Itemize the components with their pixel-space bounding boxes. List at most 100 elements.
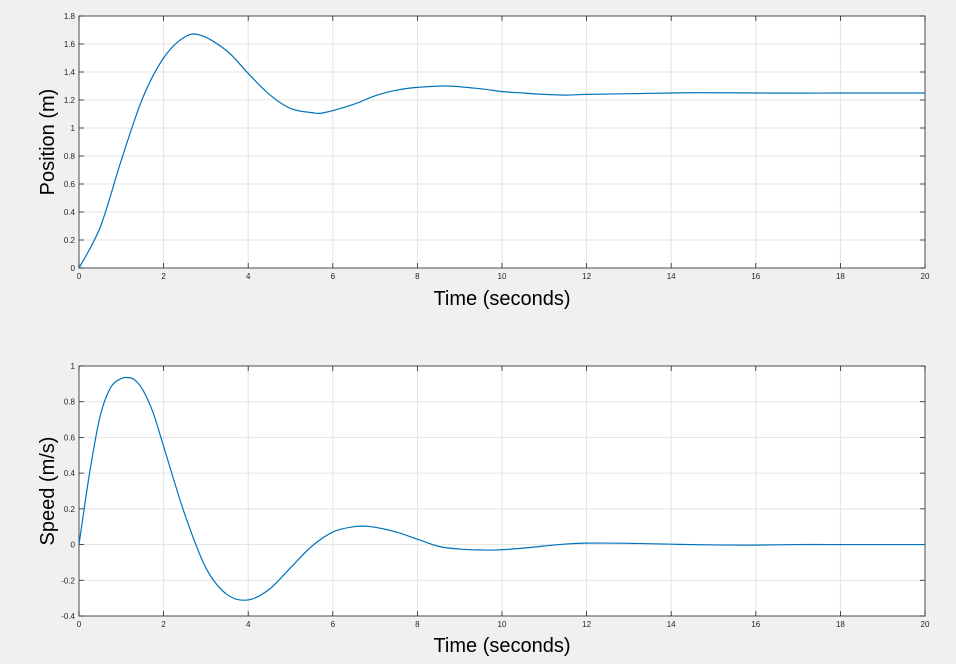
position-m-xaxis-label: Time (seconds) [433,288,570,310]
speed-m-s-data-point [290,567,291,568]
speed-m-s-data-point [840,544,841,545]
speed-m-s-data-point [671,544,672,545]
position-m-data-point [163,57,164,58]
position-m-data-point [446,85,447,86]
speed-m-s-data-point [497,549,498,550]
position-m-data-point [290,108,291,109]
position-m-data-point [226,50,227,51]
position-m-ytick-label: 0.4 [64,208,76,217]
speed-m-s-data-point [798,544,799,545]
speed-m-s-ytick-label: 0.2 [64,505,76,514]
position-m-data-point [501,91,502,92]
speed-m-s-xtick-label: 20 [921,620,930,629]
position-m-ytick-label: 0.6 [64,180,76,189]
speed-m-s-xtick-label: 6 [331,620,336,629]
position-m-data-point [565,95,566,96]
position-m-data-point [671,92,672,93]
speed-m-s-data-point [205,567,206,568]
position-m-data-point [324,112,325,113]
speed-m-s-ytick-label: 0 [71,541,76,550]
speed-m-s-ytick-label: 1 [71,362,76,371]
speed-m-s-xtick-label: 4 [246,620,251,629]
speed-m-s-xtick-label: 0 [77,620,82,629]
position-m-data-point [692,92,693,93]
position-m-yaxis-label: Position (m) [37,89,59,196]
subplot-speed: 0 2 4 6 8 10 12 14 16 18 20 -0.4 -0.2 0 0.2 0.4 0.6 0.8 1 T… [37,362,930,657]
speed-m-s-xaxis-label: Time (seconds) [433,635,570,657]
speed-m-s-data-point [417,539,418,540]
speed-m-s-data-point [269,589,270,590]
position-m-data-point [78,267,79,268]
position-m-data-point [523,92,524,93]
position-m-xtick-label: 2 [161,272,166,281]
position-m-series-line [78,33,925,269]
speed-m-s-data-point [226,594,227,595]
speed-m-s-data-point [353,526,354,527]
position-m-data-point [544,94,545,95]
position-m-xtick-label: 12 [582,272,591,281]
position-m-data-point [269,94,270,95]
position-m-ytick-label: 0.2 [64,236,76,245]
position-m-xtick-label: 20 [921,272,930,281]
position-m-data-point [375,95,376,96]
position-m-data-point [121,160,122,161]
speed-m-s-data-point [184,514,185,515]
position-m-data-point [311,112,312,113]
speed-m-s-data-point [332,531,333,532]
speed-m-s-data-point [438,546,439,547]
position-m-data-point [882,92,883,93]
speed-m-s-data-point [755,545,756,546]
speed-m-s-data-point [89,473,90,474]
speed-m-s-data-point [110,387,111,388]
speed-m-s-data-point [163,446,164,447]
speed-m-s-data-point [882,544,883,545]
subplot-position: 0 2 4 6 8 10 12 14 16 18 20 0 0.2 0.4 0.6 0.8 1 1.2 1.4 1.6… [37,12,930,310]
speed-m-s-xtick-label: 8 [415,620,420,629]
speed-m-s-xtick-label: 12 [582,620,591,629]
speed-m-s-xtick-label: 16 [751,620,760,629]
position-m-data-point [628,93,629,94]
position-m-xtick-label: 4 [246,272,251,281]
position-m-data-point [755,92,756,93]
position-m-xtick-label: 6 [331,272,336,281]
speed-m-s-xtick-label: 10 [498,620,507,629]
speed-m-s-ytick-label: 0.6 [64,433,76,442]
position-m-data-point [353,104,354,105]
speed-m-s-data-point [78,544,79,545]
speed-m-s-data-point [311,546,312,547]
speed-m-s-xtick-label: 18 [836,620,845,629]
position-m-data-point [480,88,481,89]
position-m-ytick-label: 1.2 [64,96,76,105]
position-m-xtick-label: 10 [498,272,507,281]
position-m-xtick-label: 18 [836,272,845,281]
speed-m-s-data-point [121,378,122,379]
position-m-xtick-label: 8 [415,272,420,281]
speed-m-s-data-point [100,415,101,416]
position-m-data-point [184,36,185,37]
position-m-ytick-label: 1.4 [64,68,76,77]
position-m-ytick-label: 1.6 [64,40,76,49]
speed-m-s-data-point [480,549,481,550]
position-m-data-point [142,98,143,99]
speed-m-s-ytick-label: -0.2 [61,576,75,585]
position-m-data-point [924,92,925,93]
position-m-ytick-label: 1 [71,124,76,133]
speed-m-s-data-point [142,389,143,390]
speed-m-s-data-point [565,543,566,544]
speed-m-s-xtick-label: 14 [667,620,676,629]
speed-m-s-ytick-label: 0.4 [64,469,76,478]
position-m-data-point [396,90,397,91]
speed-m-s-data-point [544,545,545,546]
position-m-data-point [586,94,587,95]
speed-m-s-data-point [523,548,524,549]
position-m-data-point [201,35,202,36]
position-m-data-point [798,93,799,94]
position-m-ytick-label: 0 [71,264,76,273]
position-m-data-point [417,87,418,88]
position-m-xtick-label: 0 [77,272,82,281]
position-m-data-point [840,92,841,93]
speed-m-s-data-point [396,531,397,532]
position-m-ytick-label: 0.8 [64,152,76,161]
speed-m-s-data-point [127,377,128,378]
